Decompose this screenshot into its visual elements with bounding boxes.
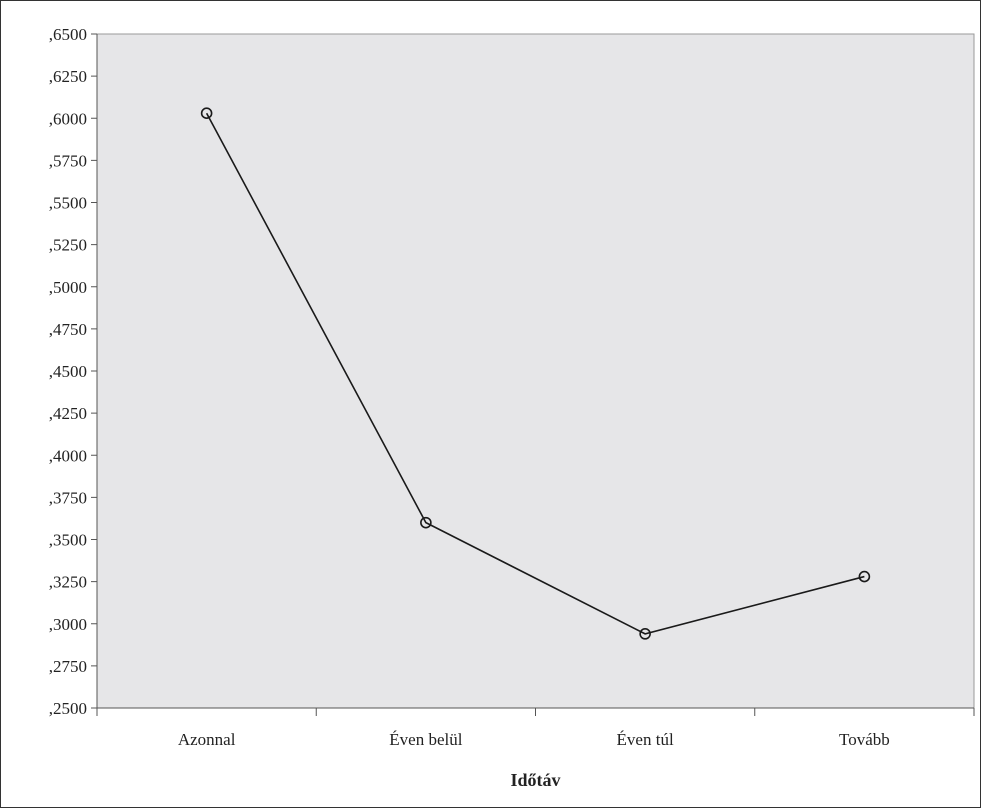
y-tick-label: ,4000 bbox=[49, 446, 87, 465]
y-tick-label: ,6500 bbox=[49, 25, 87, 44]
series-layer bbox=[200, 107, 871, 640]
x-tick-label: Éven belül bbox=[389, 730, 462, 749]
y-tick-label: ,6250 bbox=[49, 67, 87, 86]
y-tick-label: ,5500 bbox=[49, 194, 87, 213]
x-tick-label: Éven túl bbox=[617, 730, 674, 749]
y-tick-label: ,6000 bbox=[49, 109, 87, 128]
y-axis: ,2500 ,2750 ,3000 ,3250 ,3500 ,3750 ,4000 ,4250… bbox=[49, 25, 98, 718]
plot-area bbox=[96, 33, 975, 709]
data-point bbox=[200, 107, 213, 119]
y-tick-label: ,4500 bbox=[49, 362, 87, 381]
x-axis: Azonnal Éven belül Éven túl Tovább bbox=[96, 707, 975, 749]
y-tick-label: ,3000 bbox=[49, 615, 87, 634]
series-line bbox=[205, 112, 865, 635]
y-tick-label: ,4250 bbox=[49, 404, 87, 423]
y-tick-label: ,3500 bbox=[49, 531, 87, 550]
y-tick-label: ,5250 bbox=[49, 236, 87, 255]
y-tick-label: ,3750 bbox=[49, 488, 87, 507]
data-point bbox=[420, 516, 432, 529]
y-tick-label: ,2500 bbox=[49, 699, 87, 718]
x-axis-title: Időtáv bbox=[510, 770, 560, 790]
y-tick-label: ,5000 bbox=[49, 278, 87, 297]
data-point bbox=[639, 628, 651, 640]
y-tick-label: ,5750 bbox=[49, 151, 87, 170]
x-tick-label: Azonnal bbox=[178, 730, 236, 749]
y-tick-label: ,2750 bbox=[49, 657, 87, 676]
data-point bbox=[858, 570, 871, 583]
y-tick-label: ,4750 bbox=[49, 320, 87, 339]
x-tick-label: Tovább bbox=[839, 730, 890, 749]
y-tick-label: ,3250 bbox=[49, 573, 87, 592]
